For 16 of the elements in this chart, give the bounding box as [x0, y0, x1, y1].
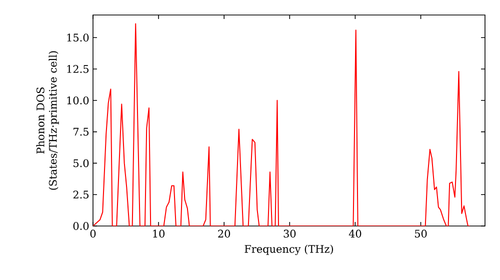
x-tick-label: 40	[348, 230, 362, 238]
y-tick-label: 15.0	[67, 34, 89, 42]
y-tick-label: 0.0	[73, 222, 89, 230]
x-tick-label: 30	[284, 230, 296, 238]
y-tick-label: 5.0	[74, 159, 89, 168]
y-axis-title: Phonon DOS (States/THz·primitive cell)	[36, 51, 59, 190]
x-tick-label: 0	[90, 230, 96, 238]
x-tick-label: 20	[218, 230, 230, 238]
line-series	[93, 23, 470, 226]
y-tick-label: 12.5	[67, 65, 88, 73]
y-tick-label: 10.0	[67, 96, 89, 104]
y-tick-label: 7.5	[74, 128, 88, 136]
x-tick-label: 10	[153, 230, 165, 238]
x-tick-label: 50	[415, 230, 427, 238]
x-axis-title: Frequency (THz)	[244, 244, 333, 256]
y-tick-label: 2.5	[73, 190, 88, 199]
